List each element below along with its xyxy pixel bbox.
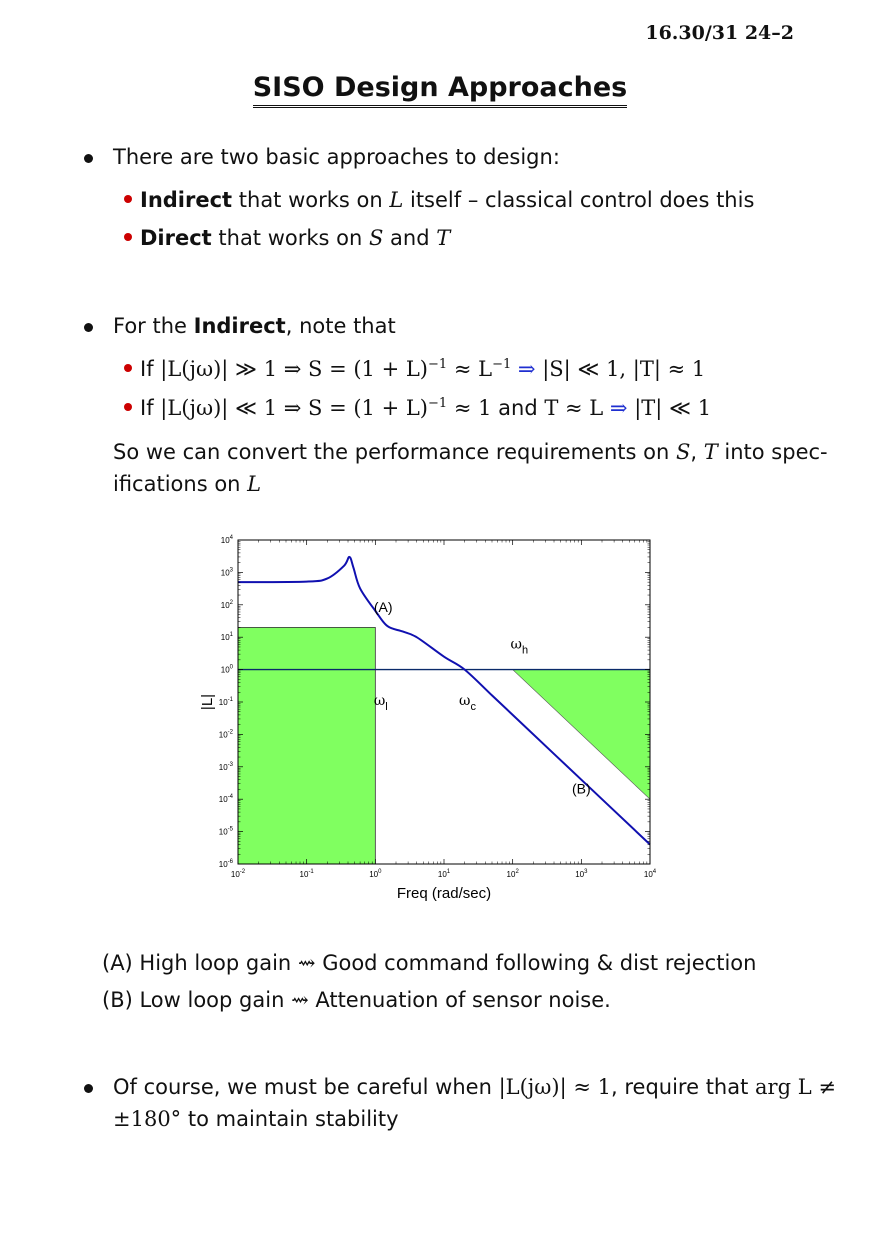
text: itself – classical control does this — [403, 188, 755, 212]
text: that works on — [211, 226, 369, 250]
paragraph-line-1: So we can convert the performance requir… — [113, 440, 828, 465]
page-header: 16.30/31 24–2 — [645, 22, 794, 44]
text: (B) Low loop gain — [102, 988, 292, 1012]
sub-bullet-dot — [124, 233, 132, 241]
x-tick-label: 100 — [369, 869, 382, 879]
sub-bullet-low-gain: If |L(jω)| ≪ 1 ⇒ S = (1 + L)−1 ≈ 1 and T… — [124, 396, 711, 421]
y-tick-label: 10-3 — [219, 762, 234, 772]
bullet-dot — [84, 323, 93, 332]
loop-gain-curve — [237, 555, 651, 846]
sub-bullet-dot — [124, 364, 132, 372]
math-L: L — [389, 188, 404, 212]
note-b: (B) Low loop gain ⇝ Attenuation of senso… — [102, 988, 611, 1013]
y-tick-label: 104 — [221, 535, 234, 545]
y-tick-label: 103 — [221, 567, 234, 577]
math-exponent: −1 — [492, 357, 512, 372]
text: and — [383, 226, 437, 250]
term-indirect: Indirect — [193, 314, 286, 338]
x-tick-label: 101 — [438, 869, 451, 879]
math-T: T — [436, 226, 451, 250]
math-expr: |S| ≪ 1, — [542, 357, 627, 381]
x-tick-label: 102 — [507, 869, 520, 879]
bullet-approaches: There are two basic approaches to design… — [113, 145, 560, 170]
text: Good command following & dist rejection — [315, 951, 757, 975]
bullet-indirect-note: For the Indirect, note that — [113, 314, 396, 339]
text: ifications on — [113, 472, 248, 496]
y-tick-label: 101 — [221, 632, 234, 642]
bullet-text: There are two basic approaches to design… — [113, 145, 560, 169]
x-tick-label: 10-2 — [231, 869, 246, 879]
y-tick-label: 102 — [221, 600, 234, 610]
page-title-wrap: SISO Design Approaches — [0, 72, 880, 109]
math-L: L — [247, 472, 262, 496]
text: If — [140, 357, 161, 381]
math-S: S — [368, 226, 384, 250]
term-indirect: Indirect — [140, 188, 233, 212]
text: , note that — [285, 314, 396, 338]
paragraph-line-2: ifications on L — [113, 472, 261, 497]
omega-l-label: ωl — [374, 693, 388, 713]
sub-bullet-indirect: Indirect that works on L itself – classi… — [124, 188, 754, 213]
math-T: T — [703, 440, 718, 464]
math-expr: ≈ L — [447, 357, 493, 381]
y-tick-label: 10-4 — [219, 794, 234, 804]
text: For the — [113, 314, 194, 338]
text: to maintain stability — [181, 1107, 399, 1131]
note-a: (A) High loop gain ⇝ Good command follow… — [102, 951, 756, 976]
y-tick-label: 100 — [221, 665, 234, 675]
text: Attenuation of sensor noise. — [308, 988, 611, 1012]
sub-bullet-direct: Direct that works on S and T — [124, 226, 450, 251]
sub-bullet-dot — [124, 403, 132, 411]
omega-c-label: ωc — [459, 693, 476, 713]
text: , require that — [611, 1075, 756, 1099]
text: and — [491, 396, 545, 420]
omega-h-label: ωh — [511, 636, 529, 656]
bullet-stability-2: ±180° to maintain stability — [113, 1107, 399, 1132]
text: Of course, we must be careful when — [113, 1075, 499, 1099]
math-expr: arg L ≠ — [755, 1075, 836, 1099]
math-exponent: −1 — [428, 357, 448, 372]
math-expr: T ≈ L — [544, 396, 604, 420]
text: So we can convert the performance requir… — [113, 440, 676, 464]
text: into spec- — [717, 440, 828, 464]
y-tick-label: 10-5 — [219, 827, 234, 837]
y-tick-label: 10-2 — [219, 729, 234, 739]
bullet-stability-1: Of course, we must be careful when |L(jω… — [113, 1075, 836, 1100]
math-expr: |L(jω)| ≈ 1 — [498, 1075, 612, 1099]
page-title: SISO Design Approaches — [252, 72, 628, 109]
implies-arrow: ⇒ — [511, 357, 543, 381]
sub-bullet-dot — [124, 195, 132, 203]
y-tick-label: 10-6 — [219, 859, 234, 869]
bullet-dot — [84, 154, 93, 163]
y-axis-label: |L| — [199, 694, 216, 710]
math-expr: |T| ≈ 1 — [626, 357, 706, 381]
y-tick-label: 10-1 — [219, 697, 234, 707]
x-tick-label: 103 — [575, 869, 588, 879]
leads-to-symbol: ⇝ — [291, 988, 309, 1012]
region-b-label: (B) — [572, 780, 591, 796]
term-direct: Direct — [140, 226, 212, 250]
math-expr: ≈ 1 — [447, 396, 492, 420]
text: (A) High loop gain — [102, 951, 298, 975]
math-S: S — [675, 440, 691, 464]
region-a — [237, 627, 376, 865]
math-expr: ±180° — [113, 1107, 182, 1131]
implies-arrow: ⇒ — [603, 396, 635, 420]
bullet-dot — [84, 1084, 93, 1093]
math-exponent: −1 — [428, 396, 448, 411]
math-expr: |L(jω)| ≫ 1 ⇒ S = (1 + L) — [160, 357, 428, 381]
x-tick-label: 104 — [644, 869, 657, 879]
loop-gain-chart: 10-2 10-1 100 101 102 103 104 104 103 102 101 100 10… — [199, 535, 657, 902]
region-a-label: (A) — [374, 599, 393, 615]
math-expr: |T| ≪ 1 — [634, 396, 712, 420]
x-axis-label: Freq (rad/sec) — [397, 885, 491, 902]
math-expr: |L(jω)| ≪ 1 ⇒ S = (1 + L) — [160, 396, 428, 420]
text: that works on — [232, 188, 390, 212]
leads-to-symbol: ⇝ — [297, 951, 316, 975]
x-tick-label: 10-1 — [300, 869, 315, 879]
text: If — [140, 396, 161, 420]
sub-bullet-high-gain: If |L(jω)| ≫ 1 ⇒ S = (1 + L)−1 ≈ L−1 ⇒ |… — [124, 357, 705, 382]
text: , — [690, 440, 704, 464]
